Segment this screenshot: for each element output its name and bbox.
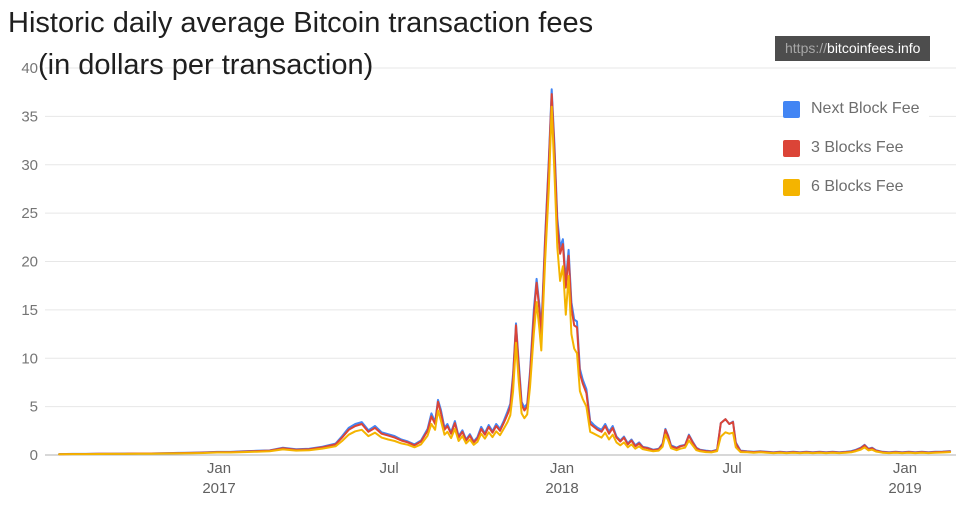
y-tick-label: 5 [30,399,38,416]
y-tick-label: 40 [21,60,38,77]
x-tick-month-label: Jul [722,460,741,477]
x-tick-month-label: Jan [207,460,231,477]
y-tick-label: 25 [21,205,38,222]
series-line-6-blocks-fee [58,105,952,456]
url-host: bitcoinfees.info [827,40,921,56]
legend-swatch-icon [783,178,800,196]
series-lines [58,88,952,456]
y-tick-label: 30 [21,157,38,174]
y-tick-label: 20 [21,254,38,271]
y-axis-labels: 0 5 10 15 20 25 30 35 40 [21,60,38,464]
legend-item-next-block-fee: Next Block Fee [783,100,930,118]
page-title: Historic daily average Bitcoin transacti… [8,2,593,86]
url-badge: https://bitcoinfees.info [775,36,931,61]
page-title-line2: (in dollars per transaction) [38,49,374,81]
legend: Next Block Fee 3 Blocks Fee 6 Blocks Fee [783,100,930,217]
y-tick-label: 35 [21,108,38,125]
legend-label: 3 Blocks Fee [811,139,904,156]
legend-item-6-blocks-fee: 6 Blocks Fee [783,178,930,196]
x-tick-month-label: Jan [550,460,574,477]
x-tick-year-label: 2017 [202,480,235,497]
legend-item-3-blocks-fee: 3 Blocks Fee [783,139,930,157]
x-axis-labels: Jan 2017 Jul Jan 2018 Jul Jan 2019 [202,460,921,497]
x-tick-year-label: 2018 [545,480,578,497]
gridlines [45,67,956,456]
y-tick-label: 15 [21,302,38,319]
y-tick-label: 10 [21,350,38,367]
x-tick-year-label: 2019 [888,480,921,497]
x-tick-month-label: Jul [379,460,398,477]
legend-label: Next Block Fee [811,100,920,117]
legend-swatch-icon [783,100,800,118]
x-tick-month-label: Jan [893,460,917,477]
url-scheme: https:// [785,40,828,56]
legend-label: 6 Blocks Fee [811,178,904,195]
page-title-line1: Historic daily average Bitcoin transacti… [8,7,594,39]
y-tick-label: 0 [30,447,38,464]
legend-swatch-icon [783,139,800,157]
